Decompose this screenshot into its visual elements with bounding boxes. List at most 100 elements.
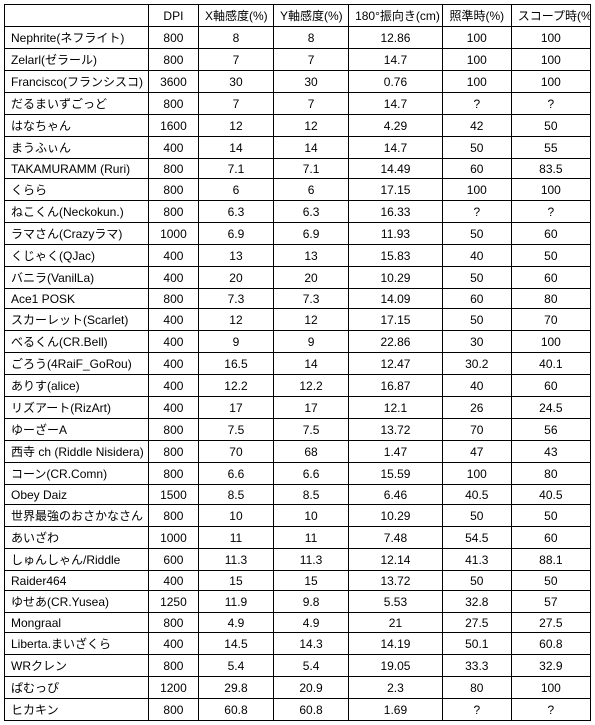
value-cell: 21 bbox=[349, 613, 443, 633]
table-row: Liberta.まいざくら40014.514.314.1950.160.8 bbox=[5, 633, 591, 655]
table-row: Francisco(フランシスコ)360030300.76100100 bbox=[5, 71, 591, 93]
value-cell: 50 bbox=[442, 137, 511, 159]
table-row: リズアート(RizArt)400171712.12624.5 bbox=[5, 397, 591, 419]
value-cell: 8 bbox=[274, 27, 349, 49]
player-name: Ace1 POSK bbox=[5, 289, 149, 309]
value-cell: 80 bbox=[511, 463, 590, 485]
value-cell: ? bbox=[511, 201, 590, 223]
value-cell: 30 bbox=[442, 331, 511, 353]
value-cell: 12 bbox=[198, 115, 273, 137]
value-cell: 6 bbox=[198, 179, 273, 201]
value-cell: 6.9 bbox=[198, 223, 273, 245]
value-cell: 7 bbox=[274, 49, 349, 71]
table-row: 世界最強のおさかなさん800101010.295050 bbox=[5, 505, 591, 527]
value-cell: 50 bbox=[511, 571, 590, 591]
player-name: ゆせあ(CR.Yusea) bbox=[5, 591, 149, 613]
value-cell: 42 bbox=[442, 115, 511, 137]
value-cell: 60.8 bbox=[511, 633, 590, 655]
table-body: Nephrite(ネフライト)8008812.86100100Zelarl(ゼラ… bbox=[5, 27, 591, 721]
value-cell: 24.5 bbox=[511, 397, 590, 419]
value-cell: 13 bbox=[274, 245, 349, 267]
value-cell: 12 bbox=[274, 309, 349, 331]
player-name: しゅんしゃん/Riddle bbox=[5, 549, 149, 571]
player-name: べるくん(CR.Bell) bbox=[5, 331, 149, 353]
value-cell: 100 bbox=[442, 463, 511, 485]
value-cell: 6 bbox=[274, 179, 349, 201]
value-cell: 47 bbox=[442, 441, 511, 463]
value-cell: 400 bbox=[148, 245, 198, 267]
value-cell: 7 bbox=[274, 93, 349, 115]
table-row: ありす(alice)40012.212.216.874060 bbox=[5, 375, 591, 397]
value-cell: 800 bbox=[148, 441, 198, 463]
value-cell: 70 bbox=[511, 309, 590, 331]
value-cell: 800 bbox=[148, 49, 198, 71]
value-cell: 800 bbox=[148, 289, 198, 309]
value-cell: 5.53 bbox=[349, 591, 443, 613]
value-cell: 800 bbox=[148, 27, 198, 49]
value-cell: 400 bbox=[148, 375, 198, 397]
table-row: Mongraal8004.94.92127.527.5 bbox=[5, 613, 591, 633]
value-cell: 800 bbox=[148, 419, 198, 441]
player-name: バニラ(VanilLa) bbox=[5, 267, 149, 289]
value-cell: 30 bbox=[198, 71, 273, 93]
value-cell: 17 bbox=[274, 397, 349, 419]
value-cell: ? bbox=[511, 699, 590, 721]
value-cell: 1000 bbox=[148, 527, 198, 549]
column-header: 照準時(%) bbox=[442, 5, 511, 27]
player-name: ゆーざーA bbox=[5, 419, 149, 441]
value-cell: 7 bbox=[198, 93, 273, 115]
value-cell: 11.93 bbox=[349, 223, 443, 245]
value-cell: 1600 bbox=[148, 115, 198, 137]
value-cell: 800 bbox=[148, 201, 198, 223]
value-cell: 40.5 bbox=[442, 485, 511, 505]
value-cell: 9 bbox=[198, 331, 273, 353]
table-row: バニラ(VanilLa)400202010.295060 bbox=[5, 267, 591, 289]
value-cell: 800 bbox=[148, 159, 198, 179]
value-cell: 13.72 bbox=[349, 571, 443, 591]
value-cell: 100 bbox=[442, 71, 511, 93]
value-cell: ? bbox=[442, 93, 511, 115]
player-name: だるまいずごっど bbox=[5, 93, 149, 115]
value-cell: 800 bbox=[148, 613, 198, 633]
value-cell: 17.15 bbox=[349, 179, 443, 201]
value-cell: 7.1 bbox=[198, 159, 273, 179]
value-cell: 55 bbox=[511, 137, 590, 159]
value-cell: 1200 bbox=[148, 677, 198, 699]
table-row: Ace1 POSK8007.37.314.096080 bbox=[5, 289, 591, 309]
value-cell: 32.8 bbox=[442, 591, 511, 613]
player-name: Liberta.まいざくら bbox=[5, 633, 149, 655]
value-cell: 11.3 bbox=[274, 549, 349, 571]
value-cell: 5.4 bbox=[274, 655, 349, 677]
value-cell: ? bbox=[511, 93, 590, 115]
player-name: WRクレン bbox=[5, 655, 149, 677]
value-cell: 6.46 bbox=[349, 485, 443, 505]
value-cell: 50 bbox=[442, 571, 511, 591]
player-name: Zelarl(ゼラール) bbox=[5, 49, 149, 71]
value-cell: 30.2 bbox=[442, 353, 511, 375]
player-name: はなちゃん bbox=[5, 115, 149, 137]
table-row: あいざわ100011117.4854.560 bbox=[5, 527, 591, 549]
value-cell: 1500 bbox=[148, 485, 198, 505]
player-name: あいざわ bbox=[5, 527, 149, 549]
value-cell: 27.5 bbox=[442, 613, 511, 633]
value-cell: 50 bbox=[511, 505, 590, 527]
value-cell: 50 bbox=[511, 245, 590, 267]
value-cell: 50 bbox=[442, 267, 511, 289]
player-name: Francisco(フランシスコ) bbox=[5, 71, 149, 93]
value-cell: 800 bbox=[148, 505, 198, 527]
value-cell: 11 bbox=[274, 527, 349, 549]
column-header bbox=[5, 5, 149, 27]
player-name: リズアート(RizArt) bbox=[5, 397, 149, 419]
value-cell: 50.1 bbox=[442, 633, 511, 655]
value-cell: 17 bbox=[198, 397, 273, 419]
value-cell: 7.3 bbox=[274, 289, 349, 309]
value-cell: 10 bbox=[198, 505, 273, 527]
value-cell: 400 bbox=[148, 331, 198, 353]
table-row: ゆーざーA8007.57.513.727056 bbox=[5, 419, 591, 441]
value-cell: 800 bbox=[148, 463, 198, 485]
value-cell: 7 bbox=[198, 49, 273, 71]
value-cell: 88.1 bbox=[511, 549, 590, 571]
column-header: 180°振向き(cm) bbox=[349, 5, 443, 27]
value-cell: 68 bbox=[274, 441, 349, 463]
value-cell: 7.3 bbox=[198, 289, 273, 309]
